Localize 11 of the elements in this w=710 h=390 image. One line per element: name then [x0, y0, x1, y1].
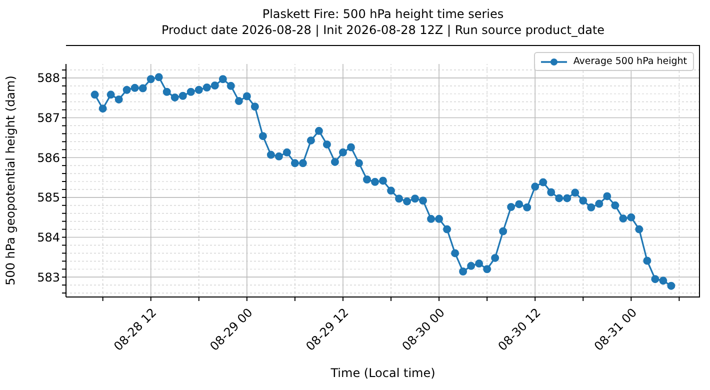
- y-tick-label: 583: [37, 270, 60, 284]
- y-axis-title: 500 hPa geopotential height (dam): [3, 76, 18, 286]
- y-tick-label: 587: [37, 111, 60, 126]
- chart-title: Plaskett Fire: 500 hPa height time series: [261, 6, 505, 22]
- y-tick-label: 584: [37, 230, 60, 245]
- legend-label: Average 500 hPa height: [573, 56, 687, 67]
- y-tick-label: 586: [37, 150, 60, 165]
- y-tick-label: 585: [37, 190, 60, 205]
- y-tick-label: 588: [37, 71, 60, 86]
- chart-subtitle: Product date 2026-08-28 | Init 2026-08-28 12Z | Run source product_date: [160, 22, 606, 38]
- x-axis-title: Time (Local time): [330, 366, 436, 380]
